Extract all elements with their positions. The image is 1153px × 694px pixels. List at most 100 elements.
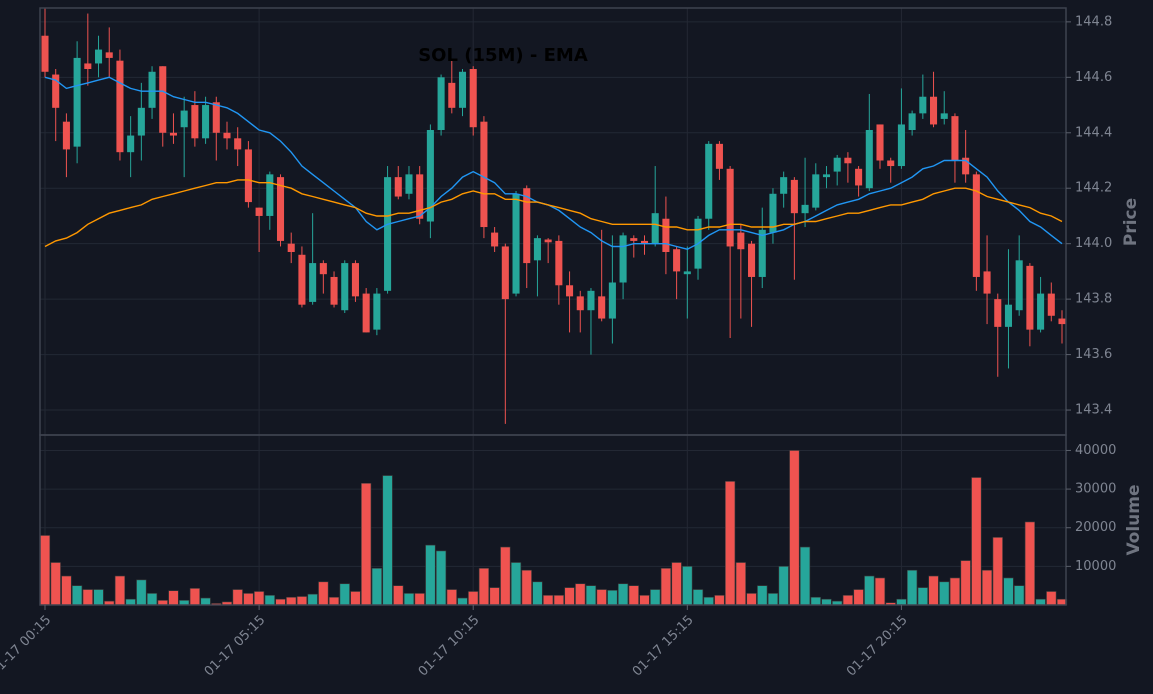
candle-body xyxy=(266,174,274,216)
marks-layer xyxy=(39,8,1068,606)
candle-body xyxy=(319,263,327,275)
candle-body xyxy=(683,271,691,275)
volume-bar xyxy=(596,589,607,606)
candle-body xyxy=(351,263,359,297)
volume-bar xyxy=(917,587,928,606)
candle-body xyxy=(801,204,809,214)
candle-body xyxy=(169,132,177,136)
candle-body xyxy=(426,130,434,222)
volume-bar xyxy=(200,597,211,606)
candle-body xyxy=(469,69,477,128)
volume-bar xyxy=(350,591,361,606)
candle-body xyxy=(234,138,242,150)
candle-body xyxy=(769,193,777,233)
volume-bar xyxy=(243,593,254,606)
volume-bar xyxy=(671,562,682,606)
candle-body xyxy=(566,285,574,297)
candle-body xyxy=(608,282,616,319)
volume-bar xyxy=(500,546,511,606)
volume-bar xyxy=(532,581,543,606)
candle-body xyxy=(812,174,820,208)
y-tick-label: 40000 xyxy=(1075,443,1116,458)
candle-body xyxy=(758,229,766,277)
y-tick-label: 144.4 xyxy=(1075,125,1112,140)
volume-bar xyxy=(853,589,864,606)
candle-body xyxy=(930,96,938,125)
volume-bar xyxy=(435,550,447,606)
candle-body xyxy=(491,232,499,247)
volume-bar xyxy=(93,589,104,606)
y-tick-label: 144.0 xyxy=(1075,236,1112,251)
volume-bar xyxy=(949,577,961,606)
volume-bar xyxy=(382,475,393,606)
volume-bar xyxy=(1046,591,1057,606)
candle-body xyxy=(394,177,402,197)
candle-body xyxy=(972,174,980,277)
y-tick-label: 143.4 xyxy=(1075,403,1112,418)
volume-bar xyxy=(575,583,586,606)
candle-body xyxy=(598,296,606,319)
volume-bar xyxy=(553,595,564,606)
volume-bar xyxy=(692,589,704,606)
candle-body xyxy=(855,168,863,186)
candle-body xyxy=(180,110,188,128)
volume-bar xyxy=(767,593,779,606)
candle-body xyxy=(202,105,210,139)
volume-bar xyxy=(864,575,875,606)
candle-body xyxy=(458,71,467,108)
candle-body xyxy=(619,235,627,283)
candle-body xyxy=(876,124,884,161)
volume-bar xyxy=(650,589,661,606)
volume-bar xyxy=(489,587,500,606)
volume-bar xyxy=(425,544,436,606)
volume-bar xyxy=(660,567,672,606)
volume-bar xyxy=(168,590,179,606)
candle-body xyxy=(1058,318,1066,325)
volume-bar xyxy=(521,569,532,606)
candle-body xyxy=(940,113,948,119)
candle-body xyxy=(780,177,788,194)
y-tick-label: 30000 xyxy=(1075,482,1116,497)
volume-bar xyxy=(136,579,147,606)
volume-bar xyxy=(1003,577,1014,606)
ema-line xyxy=(44,179,1063,248)
candle-body xyxy=(748,243,756,277)
volume-bar xyxy=(789,450,800,606)
volume-bar xyxy=(735,562,746,606)
volume-bar xyxy=(1014,585,1025,606)
candle-body xyxy=(673,249,681,272)
volume-bar xyxy=(628,585,639,606)
candle-body xyxy=(116,60,124,153)
candle-body xyxy=(298,254,306,305)
volume-bar xyxy=(307,593,318,606)
candle-body xyxy=(651,213,659,244)
volume-bar xyxy=(125,598,136,606)
volume-bar xyxy=(874,577,886,606)
candle-body xyxy=(640,240,649,244)
volume-bar xyxy=(457,597,468,606)
volume-bar xyxy=(757,585,768,606)
volume-bar xyxy=(296,596,308,606)
candle-body xyxy=(523,188,531,264)
candle-body xyxy=(962,157,970,175)
volume-bar xyxy=(403,593,415,606)
candle-body xyxy=(1037,293,1045,330)
candle-body xyxy=(919,96,927,114)
ema-line xyxy=(44,76,1063,250)
candle-body xyxy=(212,102,220,133)
candle-body xyxy=(480,121,488,228)
candle-body xyxy=(448,82,456,108)
candle-body xyxy=(276,177,285,241)
volume-bar xyxy=(639,595,650,606)
candle-body xyxy=(341,263,349,311)
volume-bar xyxy=(778,566,789,606)
y-tick-label: 10000 xyxy=(1075,559,1116,574)
candle-body xyxy=(84,63,92,69)
y-tick-label: 143.8 xyxy=(1075,292,1112,307)
candle-body xyxy=(416,174,424,219)
candle-body xyxy=(908,113,916,130)
volume-bar xyxy=(564,587,575,606)
candle-body xyxy=(191,105,199,139)
candle-body xyxy=(737,232,745,250)
